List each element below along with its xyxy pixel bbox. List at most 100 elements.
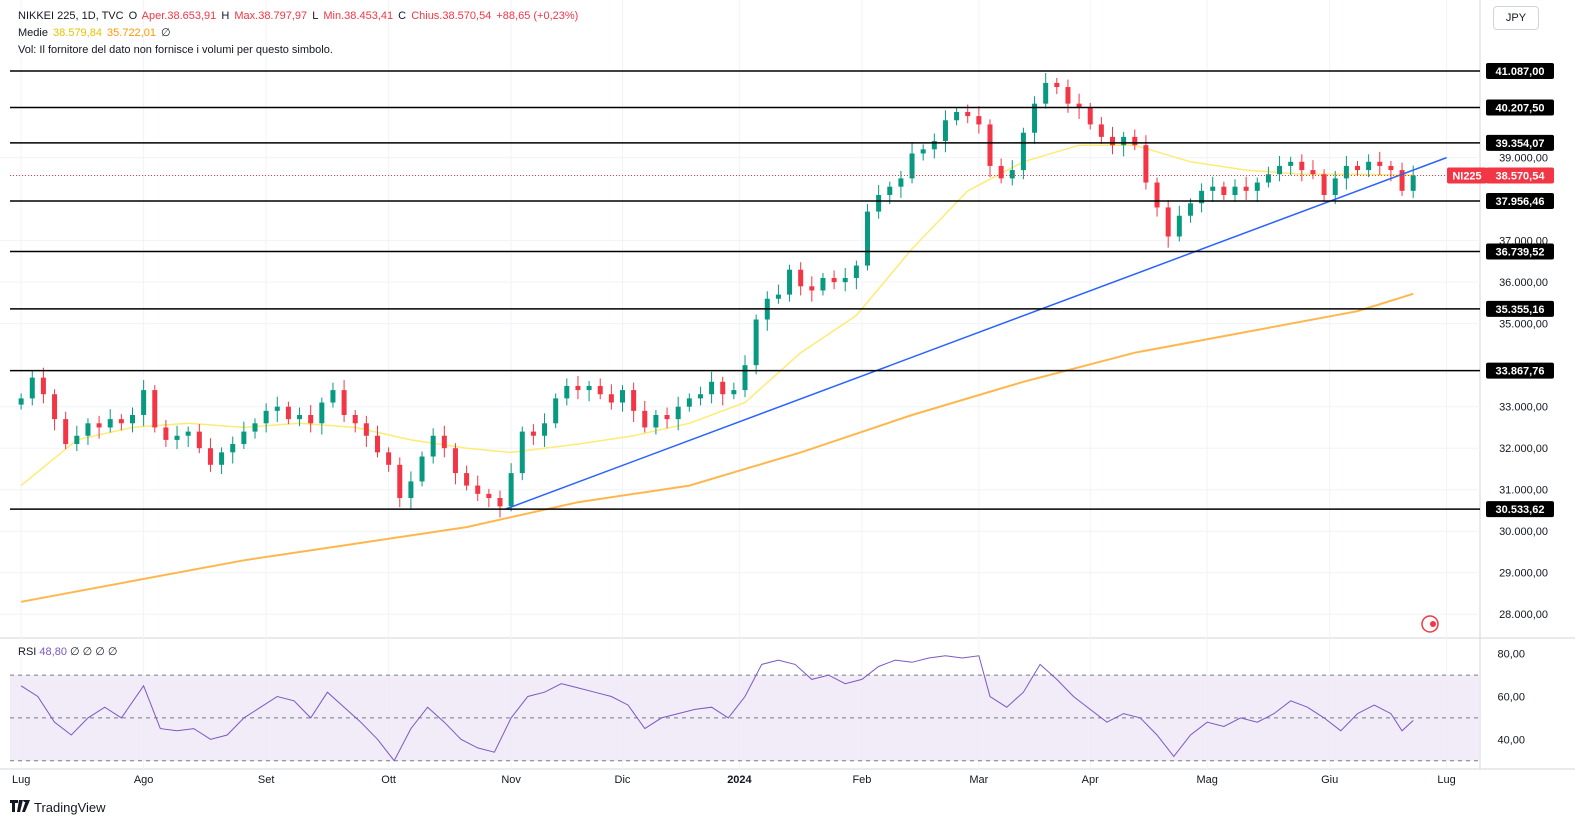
high-value: Max.38.797,97 (234, 10, 308, 22)
time-tick-label: Nov (501, 774, 521, 786)
level-label: 33.867,76 (1496, 366, 1545, 378)
candle-body (686, 398, 692, 407)
price-tick-label: 39.000,00 (1499, 153, 1548, 165)
time-tick-label: Apr (1082, 774, 1099, 786)
candle-body (1032, 103, 1038, 133)
ohlc-legend: NIKKEI 225, 1D, TVC O Aper.38.653,91 H M… (18, 8, 580, 24)
candle-body (330, 390, 336, 403)
candle-body (352, 414, 358, 424)
currency-button[interactable]: JPY (1493, 6, 1539, 30)
candle-body (141, 390, 147, 415)
candle-body (787, 269, 793, 295)
candle-body (575, 385, 581, 391)
last-price-label: 38.570,54 (1496, 170, 1546, 182)
candle-body (1343, 165, 1349, 179)
candle-body (1132, 136, 1138, 146)
candle-body (1143, 145, 1149, 183)
tradingview-brand[interactable]: TradingView (10, 798, 106, 815)
candle-body (85, 423, 91, 436)
candle-body (196, 431, 202, 449)
time-tick-label: Dic (615, 774, 631, 786)
low-label: L (312, 10, 319, 22)
candle-body (742, 365, 748, 391)
candle-body (1121, 136, 1127, 146)
level-label: 39.354,07 (1496, 138, 1545, 150)
candle-body (29, 377, 35, 399)
close-value: Chius.38.570,54 (411, 10, 492, 22)
open-label: O (128, 10, 138, 22)
ma-short-value: 38.579,84 (53, 27, 102, 39)
candle-body (542, 423, 548, 436)
candle-body (642, 410, 648, 428)
candle-body (954, 111, 960, 121)
candle-body (731, 390, 737, 395)
candle-body (553, 398, 559, 424)
symbol-title: NIKKEI 225, 1D, TVC (18, 10, 124, 22)
ma-long-line (20, 292, 1414, 603)
candle-body (1299, 161, 1305, 171)
candle-body (1288, 161, 1294, 166)
rsi-tick-label: 40,00 (1497, 734, 1525, 746)
trendline (505, 156, 1447, 510)
change-value: +88,65 (+0,23%) (496, 10, 579, 22)
candle-body (887, 186, 893, 195)
candle-body (1098, 124, 1104, 137)
level-label: 40.207,50 (1496, 103, 1545, 115)
candle-body (631, 390, 637, 411)
candle-body (18, 398, 24, 405)
candle-body (441, 435, 447, 449)
candle-body (1232, 186, 1238, 195)
time-tick-label: Mar (969, 774, 988, 786)
level-label: 35.355,16 (1496, 304, 1545, 316)
time-tick-label: Ago (134, 774, 154, 786)
time-tick-label: 2024 (727, 774, 752, 786)
candle-body (1110, 136, 1115, 146)
symbol-tag: NI225 (1452, 170, 1481, 182)
candle-body (118, 419, 124, 424)
candle-body (1210, 186, 1216, 191)
candle-body (664, 414, 670, 420)
candle-body (263, 410, 269, 424)
candle-body (1020, 132, 1026, 171)
ma-short-line (20, 144, 1414, 487)
candle-body (1009, 170, 1015, 179)
candle-body (1388, 165, 1394, 171)
price-tick-label: 28.000,00 (1499, 609, 1548, 621)
level-label: 41.087,00 (1496, 66, 1545, 78)
candle-body (419, 456, 425, 482)
candle-body (675, 406, 681, 420)
candle-body (653, 414, 659, 428)
candle-body (1054, 82, 1060, 88)
candle-body (274, 406, 280, 411)
price-tick-label: 29.000,00 (1499, 568, 1548, 580)
time-tick-label: Ott (381, 774, 396, 786)
candle-body (842, 278, 848, 283)
level-label: 30.533,62 (1496, 504, 1545, 516)
candle-body (720, 381, 726, 395)
candle-body (519, 431, 525, 474)
candle-body (965, 111, 971, 117)
candle-body (753, 319, 759, 366)
candle-body (308, 414, 314, 424)
candle-body (987, 124, 993, 166)
candle-body (1332, 178, 1338, 195)
candle-body (1243, 186, 1249, 191)
candle-body (475, 485, 481, 494)
price-tick-label: 30.000,00 (1499, 526, 1548, 538)
level-label-bg (1486, 134, 1554, 151)
open-value: Aper.38.653,91 (141, 10, 217, 22)
rsi-value: 48,80 (39, 646, 67, 658)
level-label: 36.739,52 (1496, 246, 1545, 258)
candle-body (564, 385, 570, 399)
candle-body (1366, 161, 1372, 171)
candle-body (530, 431, 536, 436)
candle-body (464, 473, 470, 486)
brand-name: TradingView (34, 800, 106, 815)
candle-body (96, 423, 102, 428)
candle-body (1265, 174, 1271, 183)
candle-body (163, 427, 169, 440)
candle-body (207, 448, 213, 465)
candle-body (1321, 174, 1327, 195)
price-tick-label: 32.000,00 (1499, 443, 1548, 455)
